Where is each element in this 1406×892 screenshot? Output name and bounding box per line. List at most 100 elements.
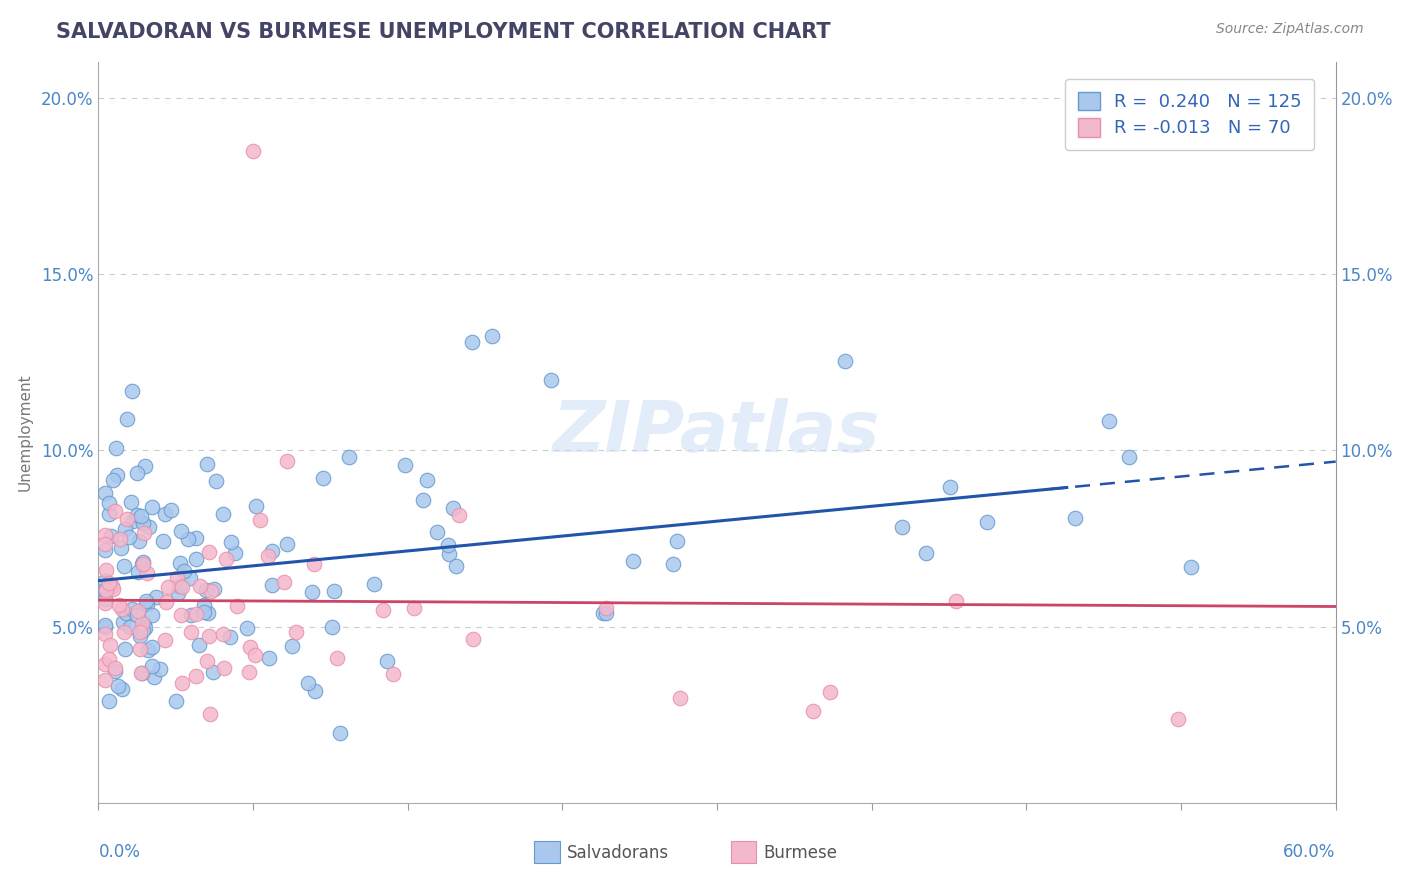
- Point: [141, 640, 163, 654]
- Point: [193, 605, 215, 619]
- Point: [110, 541, 132, 556]
- Point: [104, 661, 127, 675]
- Point: [184, 669, 207, 683]
- Point: [170, 676, 193, 690]
- Point: [621, 554, 644, 568]
- Text: 0.0%: 0.0%: [98, 843, 141, 861]
- Point: [661, 557, 683, 571]
- Point: [138, 520, 160, 534]
- Point: [143, 670, 166, 684]
- Point: [180, 608, 202, 623]
- Point: [304, 684, 326, 698]
- Point: [198, 707, 221, 722]
- Point: [169, 556, 191, 570]
- Point: [276, 454, 298, 468]
- Point: [243, 648, 266, 662]
- Point: [98, 638, 121, 652]
- Point: [156, 580, 179, 594]
- Point: [155, 595, 177, 609]
- Point: [461, 632, 484, 647]
- Point: [170, 524, 193, 538]
- Point: [190, 579, 212, 593]
- Point: [127, 508, 149, 522]
- Y-axis label: Unemployment: Unemployment: [18, 374, 32, 491]
- Point: [93, 543, 115, 558]
- Point: [195, 654, 218, 668]
- Point: [127, 603, 149, 617]
- Point: [111, 615, 134, 630]
- Point: [212, 627, 235, 641]
- Point: [180, 624, 202, 639]
- Text: SALVADORAN VS BURMESE UNEMPLOYMENT CORRELATION CHART: SALVADORAN VS BURMESE UNEMPLOYMENT CORRE…: [56, 22, 831, 42]
- Point: [214, 551, 236, 566]
- Point: [834, 354, 856, 368]
- Point: [136, 597, 159, 611]
- Point: [93, 528, 115, 542]
- Point: [97, 507, 120, 521]
- Point: [195, 582, 218, 597]
- Point: [131, 665, 153, 680]
- Point: [94, 563, 117, 577]
- Point: [104, 442, 127, 456]
- Point: [449, 508, 471, 522]
- Point: [239, 640, 262, 655]
- Point: [167, 586, 190, 600]
- Point: [93, 486, 115, 500]
- Point: [104, 504, 127, 518]
- Point: [132, 516, 155, 531]
- Point: [121, 384, 143, 398]
- Point: [592, 606, 614, 620]
- Point: [225, 599, 247, 613]
- Point: [93, 627, 115, 641]
- Point: [101, 582, 124, 596]
- Point: [416, 473, 439, 487]
- Point: [134, 621, 156, 635]
- Point: [94, 583, 117, 598]
- Point: [128, 625, 150, 640]
- Point: [976, 515, 998, 529]
- Point: [321, 620, 343, 634]
- Point: [135, 593, 157, 607]
- Point: [93, 591, 115, 606]
- Point: [131, 558, 153, 572]
- Point: [666, 533, 689, 548]
- Point: [276, 537, 298, 551]
- Point: [129, 629, 152, 643]
- Point: [285, 624, 308, 639]
- Point: [187, 638, 209, 652]
- Point: [118, 620, 141, 634]
- Point: [129, 666, 152, 681]
- Point: [818, 684, 841, 698]
- Point: [114, 642, 136, 657]
- Point: [94, 596, 117, 610]
- Point: [205, 474, 228, 488]
- Text: Source: ZipAtlas.com: Source: ZipAtlas.com: [1216, 22, 1364, 37]
- Point: [111, 682, 134, 697]
- Point: [108, 598, 131, 612]
- Point: [202, 582, 225, 596]
- Point: [112, 625, 135, 640]
- Point: [381, 667, 404, 681]
- Point: [444, 558, 467, 573]
- Point: [218, 630, 240, 644]
- Point: [169, 607, 191, 622]
- Point: [131, 509, 153, 524]
- Point: [153, 508, 176, 522]
- Point: [114, 522, 136, 536]
- Point: [132, 623, 155, 637]
- Point: [1118, 450, 1140, 464]
- Text: 60.0%: 60.0%: [1284, 843, 1336, 861]
- Point: [186, 552, 208, 566]
- Point: [945, 594, 967, 608]
- Point: [152, 533, 174, 548]
- Point: [595, 600, 617, 615]
- Point: [202, 665, 225, 680]
- Point: [404, 600, 426, 615]
- Point: [100, 529, 122, 543]
- Point: [118, 530, 141, 544]
- Point: [134, 459, 156, 474]
- Point: [131, 615, 153, 630]
- Point: [1098, 414, 1121, 428]
- Point: [97, 652, 120, 666]
- Point: [132, 617, 155, 632]
